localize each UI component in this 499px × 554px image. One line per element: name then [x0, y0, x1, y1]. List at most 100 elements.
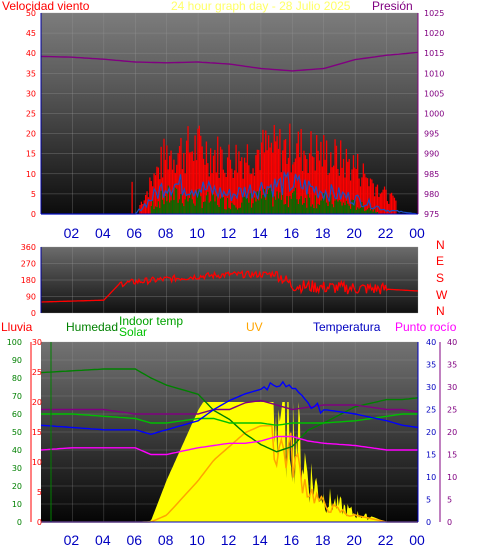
pressure-tick: 995 [424, 130, 439, 139]
humidity-tick: 10 [12, 500, 22, 509]
pressure-tick: 1005 [424, 89, 444, 98]
hour-tick: 18 [315, 225, 331, 241]
wind-speed-tick: 0 [31, 210, 36, 219]
wind-speed-tick: 20 [26, 130, 36, 139]
wind-direction-line [41, 269, 419, 303]
wind-speed-tick: 30 [26, 89, 36, 98]
compass-tick: S [436, 271, 444, 285]
p3-hour-ticks: 02 04 06 08 10 12 14 16 18 20 22 00 [64, 532, 425, 548]
hour-tick: 06 [126, 532, 142, 548]
hour-tick: 16 [284, 532, 300, 548]
hour-tick: 04 [95, 225, 111, 241]
solar-label: Solar [119, 325, 147, 339]
humidity-tick: 70 [12, 392, 22, 401]
humidity-tick: 40 [12, 446, 22, 455]
rain-label: Lluvia [1, 320, 33, 334]
pressure-tick: 1015 [424, 49, 444, 58]
wind-speed-tick: 10 [26, 170, 36, 179]
rain-tick: 25 [32, 368, 42, 377]
hour-tick: 02 [64, 225, 80, 241]
temp-tick-outer: 0 [447, 518, 452, 527]
temp-tick-inner: 40 [426, 338, 436, 347]
temp-tick-inner: 0 [426, 518, 431, 527]
direction-degree-ticks: 0 90 180 270 360 [21, 243, 36, 318]
humidity-ticks: 0 10 20 30 40 50 60 70 80 90 100 [7, 338, 22, 527]
compass-tick: W [436, 288, 448, 302]
rain-tick: 30 [32, 338, 42, 347]
temp-tick-inner: 5 [426, 496, 431, 505]
temp-tick-outer: 35 [447, 361, 457, 370]
wind-direction-grid [41, 246, 419, 314]
pressure-tick: 985 [424, 170, 439, 179]
pressure-line [40, 51, 419, 72]
rain-ticks: 0 5 10 15 20 25 30 [32, 338, 42, 527]
wind-speed-tick: 50 [26, 9, 36, 18]
pressure-tick: 975 [424, 210, 439, 219]
hour-tick: 18 [315, 532, 331, 548]
indoor-temp-label: Indoor temp [119, 314, 183, 328]
pressure-tick: 1000 [424, 110, 444, 119]
direction-tick: 90 [26, 293, 36, 302]
humidity-tick: 50 [12, 428, 22, 437]
hour-tick: 04 [95, 532, 111, 548]
hour-tick: 00 [409, 225, 425, 241]
hour-tick: 14 [252, 225, 268, 241]
temp-tick-outer: 40 [447, 338, 457, 347]
uv-label: UV [246, 320, 263, 334]
dew-point-label: Punto rocío [395, 320, 457, 334]
p1-hour-ticks: 02 04 06 08 10 12 14 16 18 20 22 00 [64, 225, 425, 241]
temp-tick-inner: 20 [426, 428, 436, 437]
temp-tick-outer: 20 [447, 428, 457, 437]
hour-tick: 10 [189, 225, 205, 241]
hour-tick: 06 [126, 225, 142, 241]
pressure-tick: 1020 [424, 29, 444, 38]
pressure-ticks: 975 980 985 990 995 1000 1005 1010 1015 1020 1025 [424, 9, 444, 219]
temp-tick-outer: 25 [447, 406, 457, 415]
hour-tick: 08 [158, 225, 174, 241]
solar-area [41, 402, 418, 522]
pressure-tick: 1010 [424, 69, 444, 78]
direction-tick: 360 [21, 243, 36, 252]
pressure-tick: 1025 [424, 9, 444, 18]
humidity-tick: 80 [12, 374, 22, 383]
indoor-temp-line [41, 413, 418, 426]
wind-speed-tick: 25 [26, 110, 36, 119]
wind-speed-tick: 15 [26, 150, 36, 159]
temp-tick-inner: 25 [426, 406, 436, 415]
compass-tick: N [436, 238, 445, 252]
wind-speed-label: Velocidad viento [2, 0, 90, 13]
hour-tick: 10 [189, 532, 205, 548]
rain-tick: 5 [37, 488, 42, 497]
wind-speed-tick: 35 [26, 69, 36, 78]
compass-tick: E [436, 254, 444, 268]
hour-tick: 22 [378, 225, 394, 241]
temp-ticks-inner: 0 5 10 15 20 25 30 35 40 [426, 338, 436, 527]
wind-speed-tick: 5 [31, 190, 36, 199]
temperature-line [40, 380, 419, 436]
temp-tick-outer: 15 [447, 451, 457, 460]
direction-tick: 270 [21, 260, 36, 269]
pressure-trace-line [41, 399, 419, 415]
humidity-tick: 0 [17, 518, 22, 527]
wind-speed-tick: 45 [26, 29, 36, 38]
hour-tick: 14 [252, 532, 268, 548]
humidity-tick: 90 [12, 356, 22, 365]
rain-tick: 15 [32, 428, 42, 437]
temp-tick-outer: 5 [447, 496, 452, 505]
compass-tick: N [436, 304, 445, 318]
direction-tick: 180 [21, 276, 36, 285]
rain-tick: 10 [32, 458, 42, 467]
rain-tick: 20 [32, 398, 42, 407]
wind-speed-tick: 40 [26, 49, 36, 58]
temp-ticks-outer: 0 5 10 15 20 25 30 35 40 [447, 338, 457, 527]
temp-tick-inner: 10 [426, 473, 436, 482]
humidity-tick: 20 [12, 482, 22, 491]
hour-tick: 20 [346, 532, 362, 548]
temp-tick-inner: 15 [426, 451, 436, 460]
humidity-tick: 100 [7, 338, 22, 347]
graph-title: 24 hour graph day - 28 Julio 2025 [171, 0, 351, 13]
hour-tick: 12 [221, 532, 237, 548]
humidity-tick: 30 [12, 464, 22, 473]
